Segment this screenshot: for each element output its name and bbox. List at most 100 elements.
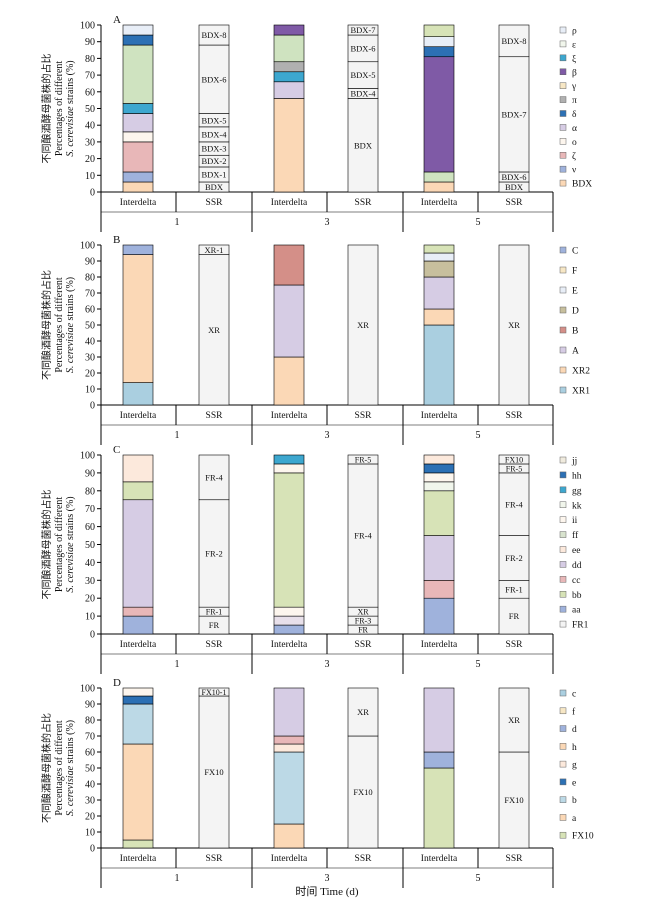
bar-segment bbox=[122, 382, 154, 406]
panel-c: C 0 10 20 30 40 50 60 70 80 90 100 Interdelta SSR Inte… bbox=[40, 444, 589, 674]
legend-label: E bbox=[572, 287, 578, 297]
y-tick-label: 30 bbox=[85, 353, 95, 364]
category-label: SSR bbox=[506, 854, 524, 864]
bar-segment bbox=[273, 454, 305, 465]
panel-letter: B bbox=[113, 234, 120, 246]
legend-label: C bbox=[572, 247, 578, 257]
legend-label: jj bbox=[571, 457, 577, 467]
segment-label: BDX-4 bbox=[350, 89, 376, 99]
bar-segment bbox=[498, 56, 530, 173]
legend-label: h bbox=[572, 743, 577, 753]
bar-segment bbox=[198, 454, 230, 501]
bar-segment bbox=[273, 284, 305, 358]
y-tick-label: 30 bbox=[85, 576, 95, 587]
category-label: Interdelta bbox=[271, 854, 308, 864]
legend-label: ε bbox=[572, 40, 576, 50]
legend-label: ν bbox=[572, 166, 577, 176]
group-label: 5 bbox=[476, 217, 481, 228]
legend-swatch bbox=[559, 456, 567, 464]
legend-swatch bbox=[559, 179, 567, 187]
bar-segment bbox=[423, 252, 455, 262]
y-tick-label: 40 bbox=[85, 337, 95, 348]
y-tick-label: 90 bbox=[85, 257, 95, 268]
bar-segment bbox=[347, 34, 379, 63]
bar-segment bbox=[122, 606, 154, 617]
bar-segment bbox=[122, 171, 154, 183]
legend-label: e bbox=[572, 778, 576, 788]
legend-label: d bbox=[572, 725, 577, 735]
legend-swatch bbox=[559, 725, 567, 732]
y-axis-title-en-2: S. cerevisiae strains (%) bbox=[65, 720, 76, 816]
bar-segment bbox=[347, 454, 379, 465]
bar-segment bbox=[273, 823, 305, 849]
y-axis-unit: strains (%) bbox=[65, 496, 76, 542]
bar-segment bbox=[122, 615, 154, 635]
legend-label: ρ bbox=[572, 27, 577, 37]
segment-label: FX10 bbox=[353, 787, 372, 797]
y-tick-label: 60 bbox=[85, 522, 95, 533]
y-axis-unit: strains (%) bbox=[65, 720, 76, 766]
bar-segment bbox=[273, 61, 305, 73]
bar-segment bbox=[347, 61, 379, 89]
bar-segment bbox=[423, 687, 455, 753]
segment-label: FX10-1 bbox=[202, 688, 227, 697]
panel-d: D 0 10 20 30 40 50 60 70 80 90 100 Interdelta SSR Inte… bbox=[40, 677, 594, 888]
bar-segment bbox=[122, 454, 154, 483]
y-tick-label: 80 bbox=[85, 716, 95, 727]
segment-label: BDX-3 bbox=[201, 144, 226, 154]
y-tick-label: 50 bbox=[85, 540, 95, 551]
bar-segment bbox=[122, 703, 154, 745]
y-tick-label: 100 bbox=[80, 451, 95, 462]
legend-label: A bbox=[572, 347, 579, 357]
bar-segment bbox=[347, 687, 379, 737]
y-tick-label: 100 bbox=[80, 21, 95, 32]
legend-label: kk bbox=[572, 501, 582, 511]
y-tick-label: 90 bbox=[85, 37, 95, 48]
bar-segment bbox=[423, 324, 455, 406]
legend-swatch bbox=[559, 546, 567, 553]
y-tick-label: 60 bbox=[85, 305, 95, 316]
y-tick-label: 80 bbox=[85, 273, 95, 284]
bar-segment bbox=[423, 490, 455, 536]
legend-label: FX10 bbox=[572, 832, 594, 842]
legend-label: ii bbox=[572, 516, 578, 526]
category-label: Interdelta bbox=[271, 198, 308, 208]
category-label: SSR bbox=[355, 411, 373, 421]
bar-segment bbox=[423, 171, 455, 183]
legend-label: γ bbox=[571, 82, 576, 92]
legend-label: a bbox=[572, 814, 577, 824]
legend-label: F bbox=[572, 267, 577, 277]
legend-swatch bbox=[559, 796, 567, 803]
y-axis-unit: strains (%) bbox=[65, 277, 76, 323]
legend-label: hh bbox=[572, 471, 582, 481]
bar-segment bbox=[423, 260, 455, 278]
legend-swatch bbox=[559, 68, 567, 75]
segment-label: FR-4 bbox=[205, 472, 223, 482]
y-axis-unit: strains (%) bbox=[65, 60, 76, 106]
segment-label: FR bbox=[509, 611, 520, 621]
bar-segment bbox=[122, 687, 154, 697]
segment-label: FR-4 bbox=[354, 531, 372, 541]
bar-segment bbox=[198, 695, 230, 849]
segment-label: FR-1 bbox=[206, 608, 222, 617]
y-tick-label: 80 bbox=[85, 486, 95, 497]
y-axis-title-en: Percentages of different bbox=[54, 497, 65, 593]
group-label: 3 bbox=[325, 659, 330, 670]
bar-segment bbox=[423, 454, 455, 465]
segment-label: FR-2 bbox=[505, 553, 522, 563]
segment-label: BDX-6 bbox=[501, 172, 526, 182]
legend-swatch bbox=[559, 165, 567, 173]
legend-swatch bbox=[559, 386, 567, 394]
legend-swatch bbox=[559, 124, 567, 131]
legend-label: α bbox=[572, 124, 577, 134]
group-label: 5 bbox=[476, 873, 481, 884]
y-axis-title-cn: 不同酿酒酵母菌株的占比 bbox=[40, 490, 53, 600]
y-tick-label: 80 bbox=[85, 54, 95, 65]
legend-swatch bbox=[559, 366, 567, 374]
y-tick-label: 0 bbox=[90, 844, 95, 855]
bar-segment bbox=[347, 735, 379, 849]
legend-label: FR1 bbox=[572, 621, 589, 631]
y-tick-label: 50 bbox=[85, 104, 95, 115]
bar-segment bbox=[273, 472, 305, 608]
